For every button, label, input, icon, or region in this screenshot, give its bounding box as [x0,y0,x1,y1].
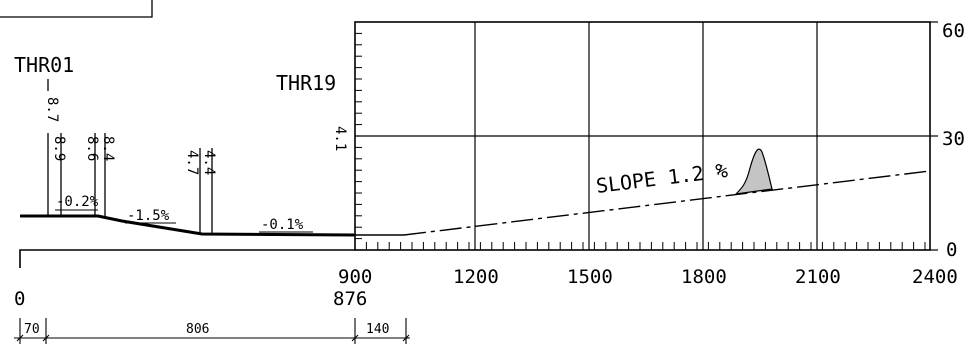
slope-label-pointer [717,164,723,176]
y-tick-60: 60 [942,20,965,42]
obstacle-chart: SLOPE 1.2 % 60 30 0 900 1200 1500 1800 2… [338,20,965,288]
dim-70: 70 [24,322,40,337]
approach-slope-label: SLOPE 1.2 % [595,158,729,198]
elevation-ticks [47,133,213,234]
dim-806: 806 [186,322,209,337]
title-frame-corner [0,0,153,18]
approach-slope-line [403,170,931,236]
distance-end: 876 [333,288,367,310]
x-tick-900: 900 [338,266,372,288]
distance-start: 0 [14,288,25,310]
elev-label-c: 8.4 [100,136,116,161]
thr01-label: THR01 [14,53,74,77]
x-tick-2400: 2400 [912,266,958,288]
thr19-label: THR19 [276,71,336,95]
runway-slope-2: -1.5% [127,208,170,224]
y-tick-0: 0 [946,239,957,261]
x-tick-2100: 2100 [795,266,841,288]
elev-label-d: 4.7 [184,150,200,175]
y-tick-30: 30 [942,128,965,150]
distance-axis-line [19,249,355,268]
elev-label-e: 4.4 [201,150,217,175]
chart-grid [355,22,930,250]
dim-140: 140 [366,322,389,337]
runway-slope-3: -0.1% [261,217,304,233]
x-tick-1800: 1800 [681,266,727,288]
elev-label-b: 8.6 [84,136,100,161]
elev-label-thr19: 4.1 [332,126,348,151]
chart-minor-ticks [355,32,926,250]
x-tick-1500: 1500 [567,266,613,288]
runway-slope-1: -0.2% [56,194,99,210]
terrain-obstacle [734,148,773,195]
elev-label-thr01: 8.7 [44,97,60,122]
elev-label-a: 8.9 [51,136,67,161]
runway-profile-line [20,214,355,237]
dimension-chain [14,318,410,344]
x-tick-1200: 1200 [453,266,499,288]
